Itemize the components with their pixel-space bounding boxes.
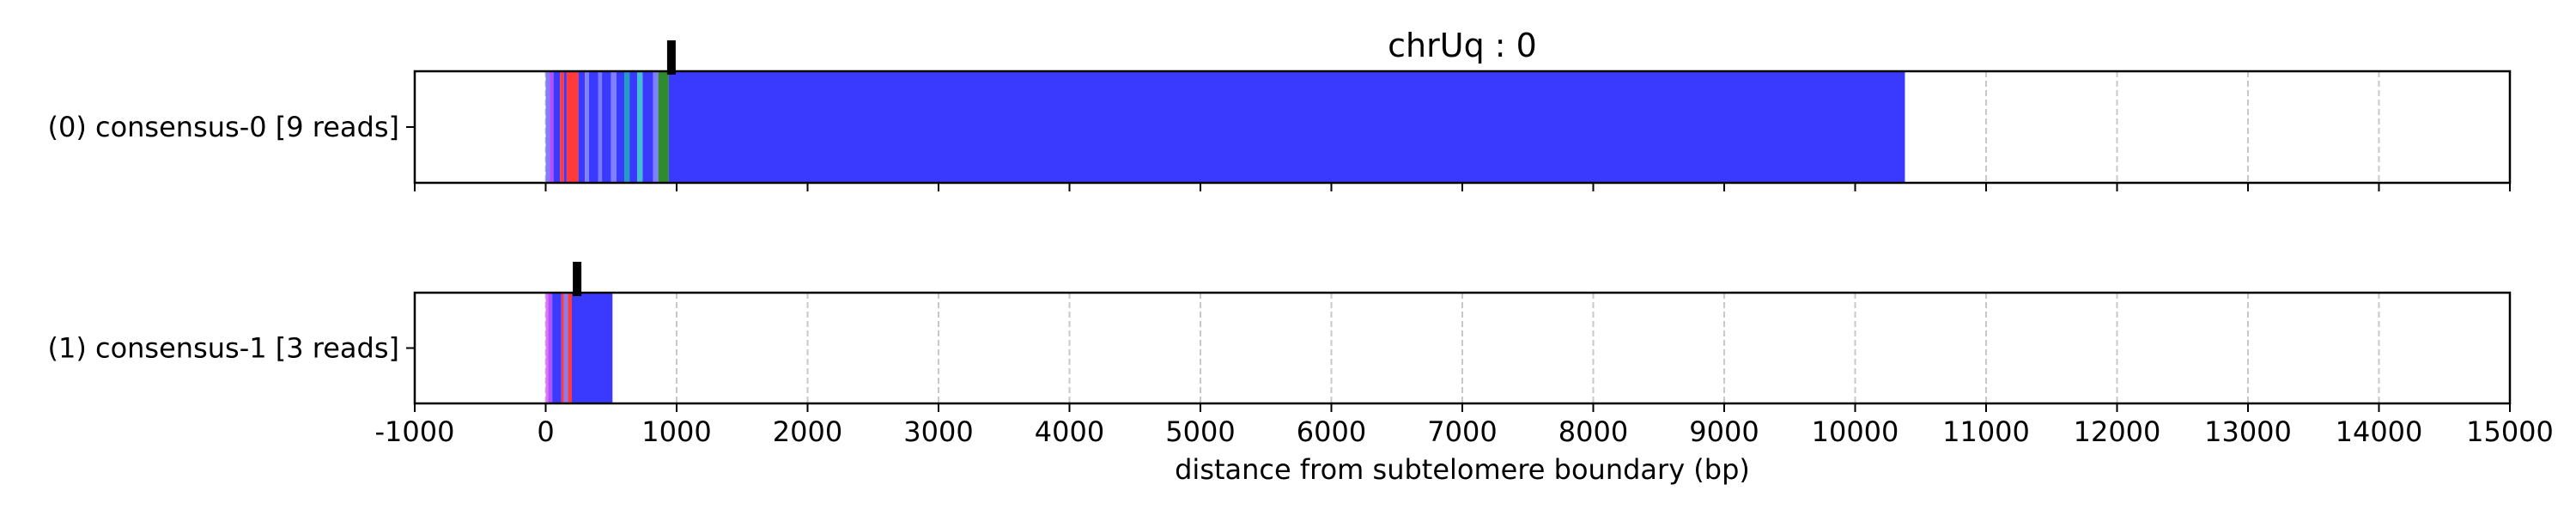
segment-bar: [578, 71, 586, 183]
track-label: (0) consensus-0 [9 reads]: [47, 111, 399, 143]
x-tick-label: 0: [537, 415, 554, 448]
x-tick-label: 14000: [2336, 415, 2423, 448]
x-tick-label: 8000: [1558, 415, 1628, 448]
segment-bar: [560, 71, 564, 183]
segment-bar: [602, 71, 611, 183]
segment-bar: [658, 71, 669, 183]
segment-bar: [611, 71, 617, 183]
segment-bar: [545, 293, 549, 403]
x-tick-label: 11000: [1942, 415, 2030, 448]
x-tick-label: 2000: [773, 415, 842, 448]
segment-bar: [653, 71, 659, 183]
segment-bar: [668, 71, 1905, 183]
segment-bar: [637, 71, 643, 183]
x-tick-label: 4000: [1035, 415, 1104, 448]
segment-bar: [568, 293, 572, 403]
x-tick-label: 5000: [1165, 415, 1235, 448]
segment-bar: [563, 293, 568, 403]
panel-frame: [413, 291, 2512, 405]
segment-bar: [548, 293, 553, 403]
boundary-marker: [573, 262, 582, 296]
segment-bar: [616, 71, 624, 183]
x-tick-label: 13000: [2204, 415, 2292, 448]
segment-bar: [563, 71, 567, 183]
segment-bar: [550, 71, 554, 183]
x-tick-label: 1000: [641, 415, 711, 448]
segment-bar: [545, 71, 550, 183]
segment-bar: [598, 71, 603, 183]
segment-bar: [561, 293, 564, 403]
segment-bar: [624, 71, 630, 183]
track-panel-0: (0) consensus-0 [9 reads]: [47, 40, 2512, 191]
x-tick-label: 6000: [1297, 415, 1366, 448]
x-tick-label: 9000: [1689, 415, 1759, 448]
x-tick-label: 7000: [1427, 415, 1497, 448]
segment-bar: [585, 71, 589, 183]
x-tick-label: 10000: [1812, 415, 1899, 448]
segment-bar: [642, 71, 653, 183]
x-axis-label: distance from subtelomere boundary (bp): [1175, 453, 1750, 486]
boundary-marker: [666, 40, 676, 75]
segment-bar: [588, 71, 598, 183]
segment-bar: [552, 293, 562, 403]
chart-title: chrUq : 0: [1388, 27, 1537, 64]
segment-bar: [553, 71, 561, 183]
track-panel-1: (1) consensus-1 [3 reads]: [47, 262, 2512, 412]
x-tick-label: 12000: [2074, 415, 2161, 448]
segment-bar: [629, 71, 638, 183]
track-label: (1) consensus-1 [3 reads]: [47, 332, 399, 365]
x-tick-label: -1000: [375, 415, 455, 448]
segment-bar: [566, 71, 579, 183]
segment-bar: [572, 293, 613, 403]
x-tick-label: 3000: [903, 415, 973, 448]
x-tick-label: 15000: [2466, 415, 2554, 448]
